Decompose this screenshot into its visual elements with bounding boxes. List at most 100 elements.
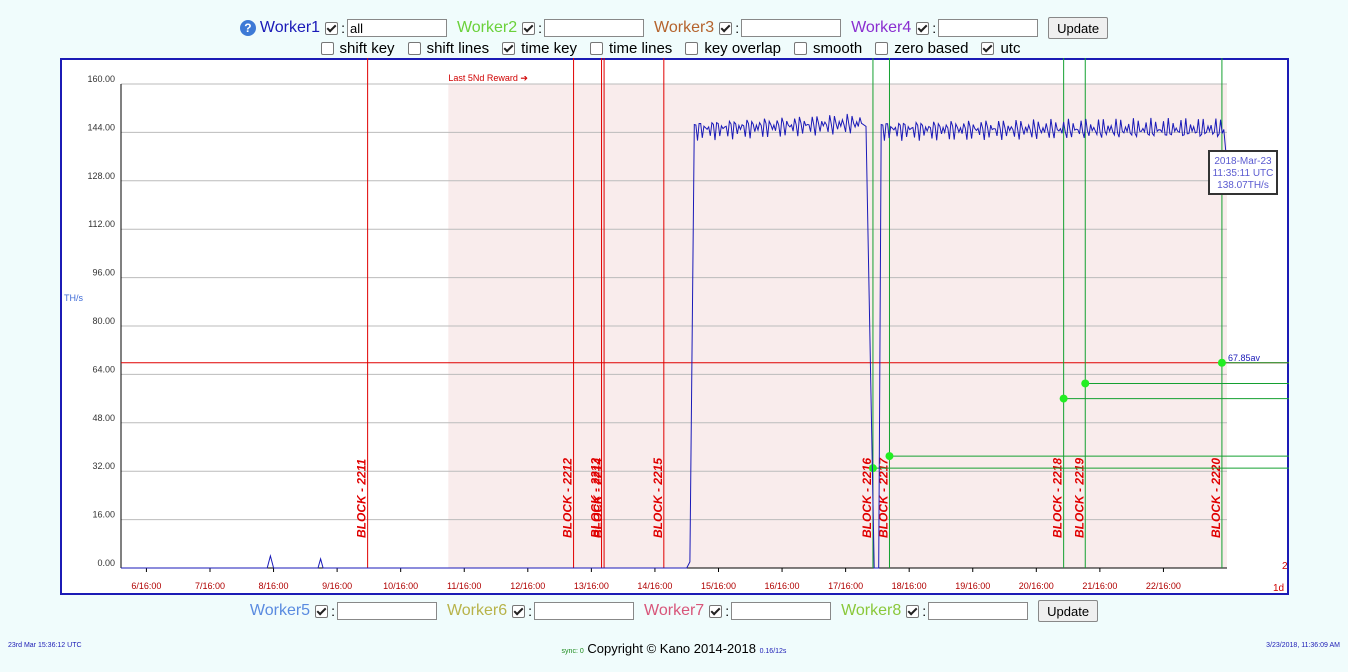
series-line-Worker1: [121, 113, 1227, 569]
block-label: BLOCK - 2212: [561, 458, 575, 538]
x-tick-label: 16/16:00: [765, 581, 800, 591]
worker-7-checkbox[interactable]: [709, 604, 723, 618]
option-time-key[interactable]: time key: [499, 40, 577, 57]
y-tick-label: 96.00: [92, 268, 115, 278]
block-rate-point: [1059, 394, 1068, 403]
worker-label-8: Worker8: [841, 602, 902, 619]
footer-right-timestamp: 3/23/2018, 11:36:09 AM: [1266, 642, 1340, 649]
worker-3-checkbox[interactable]: [719, 21, 733, 35]
colon-separator: :: [331, 603, 335, 619]
y-tick-label: 48.00: [92, 413, 115, 423]
right-period: 1d: [1273, 583, 1284, 594]
worker-3-input[interactable]: [741, 19, 842, 37]
question-circle-icon[interactable]: ?: [239, 20, 256, 36]
worker-1-checkbox[interactable]: [325, 21, 339, 35]
option-checkbox[interactable]: [589, 41, 603, 55]
y-tick-label: 0.00: [97, 558, 115, 568]
worker-8-input[interactable]: [928, 602, 1029, 620]
colon-separator: :: [932, 20, 937, 36]
colon-separator: :: [735, 20, 740, 36]
worker-2-input[interactable]: [544, 19, 645, 37]
tooltip-line: 2018-Mar-23: [1214, 156, 1272, 167]
x-tick-label: 17/16:00: [828, 581, 863, 591]
x-tick-label: 9/16:00: [322, 581, 352, 591]
worker-6-checkbox[interactable]: [512, 604, 526, 618]
worker-row-bottom: Worker5: Worker6: Worker7: Worker8: Update: [0, 599, 1348, 623]
worker-7-input[interactable]: [731, 602, 832, 620]
worker-label-3: Worker3: [654, 19, 715, 36]
option-label: time key: [521, 39, 577, 57]
option-key-overlap[interactable]: key overlap: [682, 40, 781, 57]
worker-label-5: Worker5: [249, 602, 311, 619]
x-tick-label: 8/16:00: [259, 581, 289, 591]
x-tick-label: 15/16:00: [701, 581, 736, 591]
worker-5-input[interactable]: [336, 602, 437, 620]
option-label: time lines: [608, 39, 673, 57]
y-tick-label: 128.00: [87, 171, 115, 181]
x-tick-label: 10/16:00: [383, 581, 418, 591]
option-label: utc: [1000, 39, 1021, 57]
tooltip-line: 11:35:11 UTC: [1213, 168, 1274, 179]
block-rate-point: [868, 464, 877, 473]
options-row: shift key shift lines time key time lines ke…: [0, 38, 1348, 58]
y-tick-label: 32.00: [92, 461, 115, 471]
worker-4-checkbox[interactable]: [916, 21, 930, 35]
x-tick-label: 7/16:00: [195, 581, 225, 591]
x-tick-label: 6/16:00: [131, 581, 161, 591]
worker-label-7: Worker7: [644, 602, 705, 619]
colon-separator: :: [341, 20, 345, 36]
block-label: BLOCK - 2214: [591, 458, 605, 538]
y-tick-label: 64.00: [92, 364, 115, 374]
x-tick-label: 21/16:00: [1082, 581, 1117, 591]
block-label: BLOCK - 2220: [1209, 458, 1223, 538]
colon-separator: :: [538, 20, 543, 36]
x-tick-label: 14/16:00: [637, 581, 672, 591]
option-shift-lines[interactable]: shift lines: [405, 39, 490, 57]
block-rate-point: [1081, 379, 1090, 388]
block-label: BLOCK - 2219: [1072, 458, 1086, 538]
colon-separator: :: [725, 603, 730, 619]
block-label: BLOCK - 2211: [355, 459, 369, 538]
y-tick-label: 112.00: [88, 219, 115, 229]
option-checkbox[interactable]: [875, 41, 889, 55]
worker-label-4: Worker4: [851, 19, 912, 36]
x-tick-label: 20/16:00: [1019, 581, 1054, 591]
option-zero-based[interactable]: zero based: [872, 40, 968, 57]
average-label: 67.85av: [1228, 353, 1261, 363]
option-label: shift lines: [426, 39, 490, 57]
footer-center: sync: 0 Copyright © Kano 2014-2018 0.16/…: [0, 641, 1348, 656]
block-label: BLOCK - 2216: [860, 458, 874, 538]
option-smooth[interactable]: smooth: [791, 40, 862, 57]
option-checkbox[interactable]: [502, 41, 516, 55]
worker-5-checkbox[interactable]: [315, 604, 329, 618]
option-checkbox[interactable]: [320, 41, 334, 55]
x-tick-label: 12/16:00: [510, 581, 545, 591]
y-axis-label: TH/s: [64, 293, 83, 303]
x-tick-label: 19/16:00: [955, 581, 990, 591]
worker-4-input[interactable]: [938, 19, 1039, 37]
block-label: BLOCK - 2218: [1051, 458, 1065, 538]
option-utc[interactable]: utc: [978, 40, 1020, 57]
worker-row-top: ? Worker1: Worker2: Worker3: Worker4: Updat…: [0, 17, 1348, 39]
update-button-top[interactable]: Update: [1048, 17, 1109, 39]
copyright-text: Copyright © Kano 2014-2018: [587, 641, 756, 656]
option-shift-key[interactable]: shift key: [318, 40, 395, 57]
option-checkbox[interactable]: [981, 41, 995, 55]
worker-2-checkbox[interactable]: [522, 21, 536, 35]
reward-label: Last 5Nd Reward ➔: [448, 73, 528, 83]
tooltip-box: [1208, 150, 1278, 195]
x-tick-label: 22/16:00: [1146, 581, 1181, 591]
update-button-bottom[interactable]: Update: [1038, 600, 1099, 622]
worker-6-input[interactable]: [534, 602, 635, 620]
worker-1-input[interactable]: [346, 19, 447, 37]
option-checkbox[interactable]: [794, 41, 808, 55]
hashrate-chart: Last 5Nd Reward ➔ 0.00 16.00 32.00 48.00 64.0…: [64, 58, 1289, 594]
x-tick-label: 11/16:00: [447, 581, 481, 591]
block-label: BLOCK - 2217: [876, 457, 890, 538]
worker-8-checkbox[interactable]: [906, 604, 920, 618]
option-checkbox[interactable]: [685, 41, 699, 55]
option-label: key overlap: [704, 39, 782, 57]
option-time-lines[interactable]: time lines: [587, 40, 672, 57]
colon-separator: :: [528, 603, 533, 619]
option-checkbox[interactable]: [407, 41, 421, 55]
